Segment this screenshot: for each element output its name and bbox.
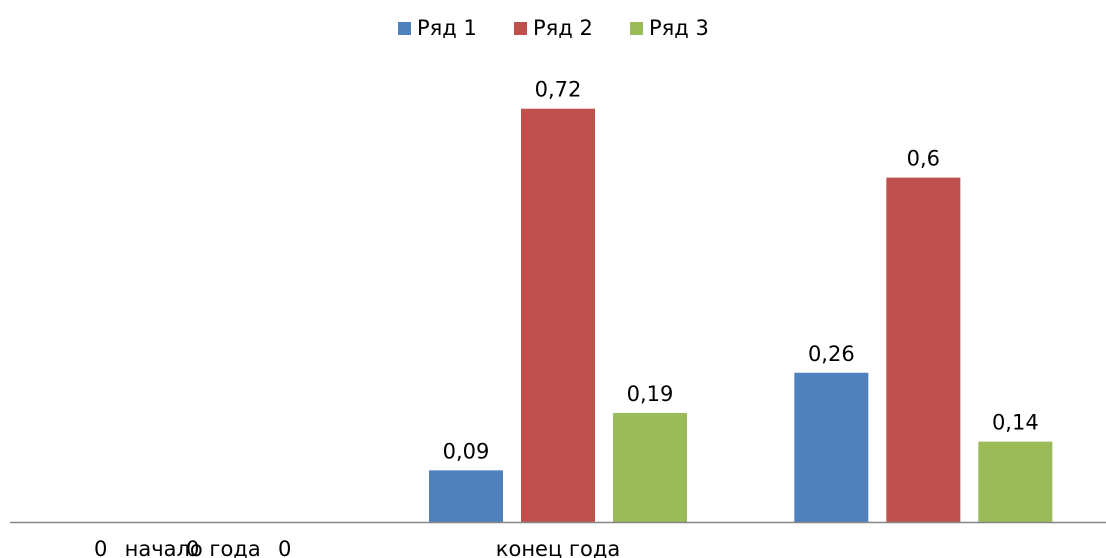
legend-swatch-series2 bbox=[514, 22, 527, 35]
bar-series1-cat3 bbox=[794, 372, 869, 522]
category-label: конец года bbox=[496, 537, 620, 558]
category-label: начало года bbox=[125, 537, 261, 558]
legend-label-series2: Ряд 2 bbox=[533, 16, 593, 40]
data-label-series1-cat3: 0,26 bbox=[808, 342, 855, 366]
legend-swatch-series3 bbox=[630, 22, 643, 35]
data-label-series1-cat1: 0 bbox=[94, 537, 107, 558]
legend-swatch-series1 bbox=[398, 22, 411, 35]
data-label-series3-cat1: 0 bbox=[278, 537, 291, 558]
bar-series2-cat3 bbox=[886, 177, 961, 522]
chart-bars bbox=[429, 108, 1053, 522]
legend-label-series1: Ряд 1 bbox=[417, 16, 477, 40]
data-labels: 0 0 0 0,09 0,72 0,19 0,26 0,6 0,14 bbox=[94, 78, 1039, 558]
legend-label-series3: Ряд 3 bbox=[649, 16, 709, 40]
data-label-series2-cat1: 0 bbox=[186, 537, 199, 558]
bar-series3-cat3 bbox=[978, 441, 1053, 522]
data-label-series2-cat3: 0,6 bbox=[907, 147, 940, 171]
bar-series1-cat2 bbox=[429, 470, 503, 522]
bar-series3-cat2 bbox=[613, 412, 687, 522]
data-label-series2-cat2: 0,72 bbox=[535, 78, 582, 102]
chart-legend: Ряд 1 Ряд 2 Ряд 3 bbox=[398, 16, 709, 40]
data-label-series3-cat3: 0,14 bbox=[992, 411, 1039, 435]
bar-series2-cat2 bbox=[521, 108, 595, 522]
data-label-series1-cat2: 0,09 bbox=[443, 439, 490, 463]
category-axis-labels: начало года конец года bbox=[125, 537, 621, 558]
data-label-series3-cat2: 0,19 bbox=[627, 382, 674, 406]
